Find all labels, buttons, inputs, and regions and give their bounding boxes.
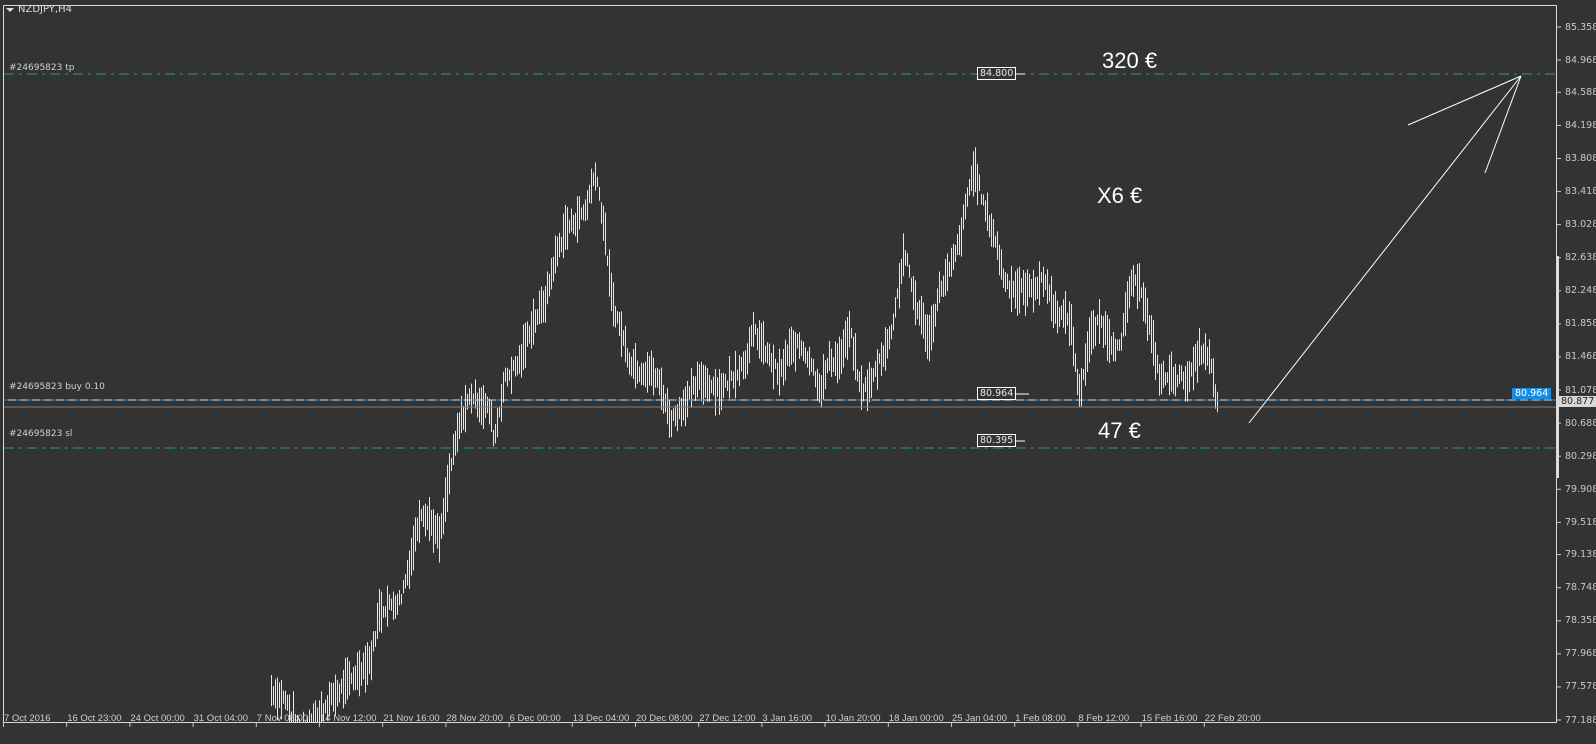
y-tick-label: 77.968 bbox=[1565, 648, 1596, 660]
y-tick-label: 77.188 bbox=[1565, 714, 1596, 726]
y-tick-label: 78.748 bbox=[1565, 582, 1596, 594]
arrow-head-right bbox=[1484, 75, 1522, 174]
entry-price-box[interactable]: 80.964 bbox=[977, 387, 1017, 400]
entry-price-marker: 80.964 bbox=[1512, 388, 1552, 399]
x-tick-label: 22 Feb 20:00 bbox=[1204, 713, 1261, 724]
x-tick-label: 20 Dec 08:00 bbox=[636, 713, 693, 724]
x-tick-label: 7 Nov 08:00 bbox=[256, 713, 309, 724]
sl-label: #24695823 sl bbox=[9, 429, 73, 439]
y-tick-label: 83.028 bbox=[1565, 219, 1596, 231]
y-tick-label: 79.518 bbox=[1565, 516, 1596, 528]
tp-profit-note: 320 € bbox=[1102, 48, 1158, 73]
middle-note: X6 € bbox=[1097, 183, 1143, 208]
x-tick-label: 8 Feb 12:00 bbox=[1078, 713, 1130, 724]
x-tick-label: 1 Feb 08:00 bbox=[1015, 713, 1066, 724]
x-tick-label: 14 Nov 12:00 bbox=[320, 713, 377, 724]
y-tick-label: 82.638 bbox=[1565, 252, 1596, 264]
y-tick-label: 82.248 bbox=[1565, 285, 1596, 297]
tp-label: #24695823 tp bbox=[9, 63, 75, 73]
x-tick-label: 3 Jan 16:00 bbox=[762, 713, 813, 724]
x-tick-label: 10 Jan 20:00 bbox=[825, 713, 881, 724]
y-tick-label: 84.588 bbox=[1565, 86, 1596, 98]
x-tick-label: 28 Nov 20:00 bbox=[446, 713, 503, 724]
arrow-head-left bbox=[1407, 75, 1522, 126]
y-tick-label: 81.858 bbox=[1565, 318, 1596, 330]
y-tick-label: 83.808 bbox=[1565, 152, 1596, 164]
x-tick-label: 31 Oct 04:00 bbox=[193, 713, 248, 724]
y-tick-label: 84.968 bbox=[1565, 54, 1596, 66]
price-scale-strip[interactable] bbox=[1556, 256, 1559, 478]
y-tick-label: 77.578 bbox=[1565, 681, 1596, 693]
y-tick-label: 80.688 bbox=[1565, 417, 1596, 429]
x-axis-tick-marks bbox=[3, 723, 1205, 727]
x-tick-label: 25 Jan 04:00 bbox=[952, 713, 1007, 724]
x-tick-label: 13 Dec 04:00 bbox=[572, 713, 630, 724]
price-bars bbox=[271, 147, 1218, 722]
x-tick-label: 27 Dec 12:00 bbox=[699, 713, 756, 724]
sl-loss-note: 47 € bbox=[1098, 418, 1141, 443]
triangle-down-icon[interactable] bbox=[6, 8, 14, 12]
tp-price-box[interactable]: 84.800 bbox=[977, 67, 1017, 80]
x-tick-label: 24 Oct 00:00 bbox=[130, 713, 185, 724]
sl-price-box[interactable]: 80.395 bbox=[977, 434, 1017, 447]
x-tick-label: 7 Oct 2016 bbox=[4, 713, 51, 724]
y-tick-label: 79.908 bbox=[1565, 483, 1596, 495]
x-tick-label: 21 Nov 16:00 bbox=[383, 713, 440, 724]
y-tick-label: 84.198 bbox=[1565, 119, 1596, 131]
y-tick-label: 79.138 bbox=[1565, 549, 1596, 561]
entry-label: #24695823 buy 0.10 bbox=[9, 382, 105, 392]
bid-price-marker: 80.877 bbox=[1558, 396, 1596, 407]
y-tick-label: 78.358 bbox=[1565, 615, 1596, 627]
y-tick-label: 81.468 bbox=[1565, 351, 1596, 363]
chart-title: NZDJPY,H4 bbox=[18, 4, 72, 15]
x-tick-label: 6 Dec 00:00 bbox=[509, 713, 561, 724]
x-tick-label: 15 Feb 16:00 bbox=[1141, 713, 1198, 724]
y-tick-label: 83.418 bbox=[1565, 186, 1596, 198]
arrow-shaft bbox=[1248, 75, 1522, 424]
y-tick-label: 85.358 bbox=[1565, 21, 1596, 33]
x-tick-label: 16 Oct 23:00 bbox=[67, 713, 122, 724]
x-tick-label: 18 Jan 00:00 bbox=[888, 713, 944, 724]
y-tick-label: 81.078 bbox=[1565, 384, 1596, 396]
y-tick-label: 80.298 bbox=[1565, 450, 1596, 462]
